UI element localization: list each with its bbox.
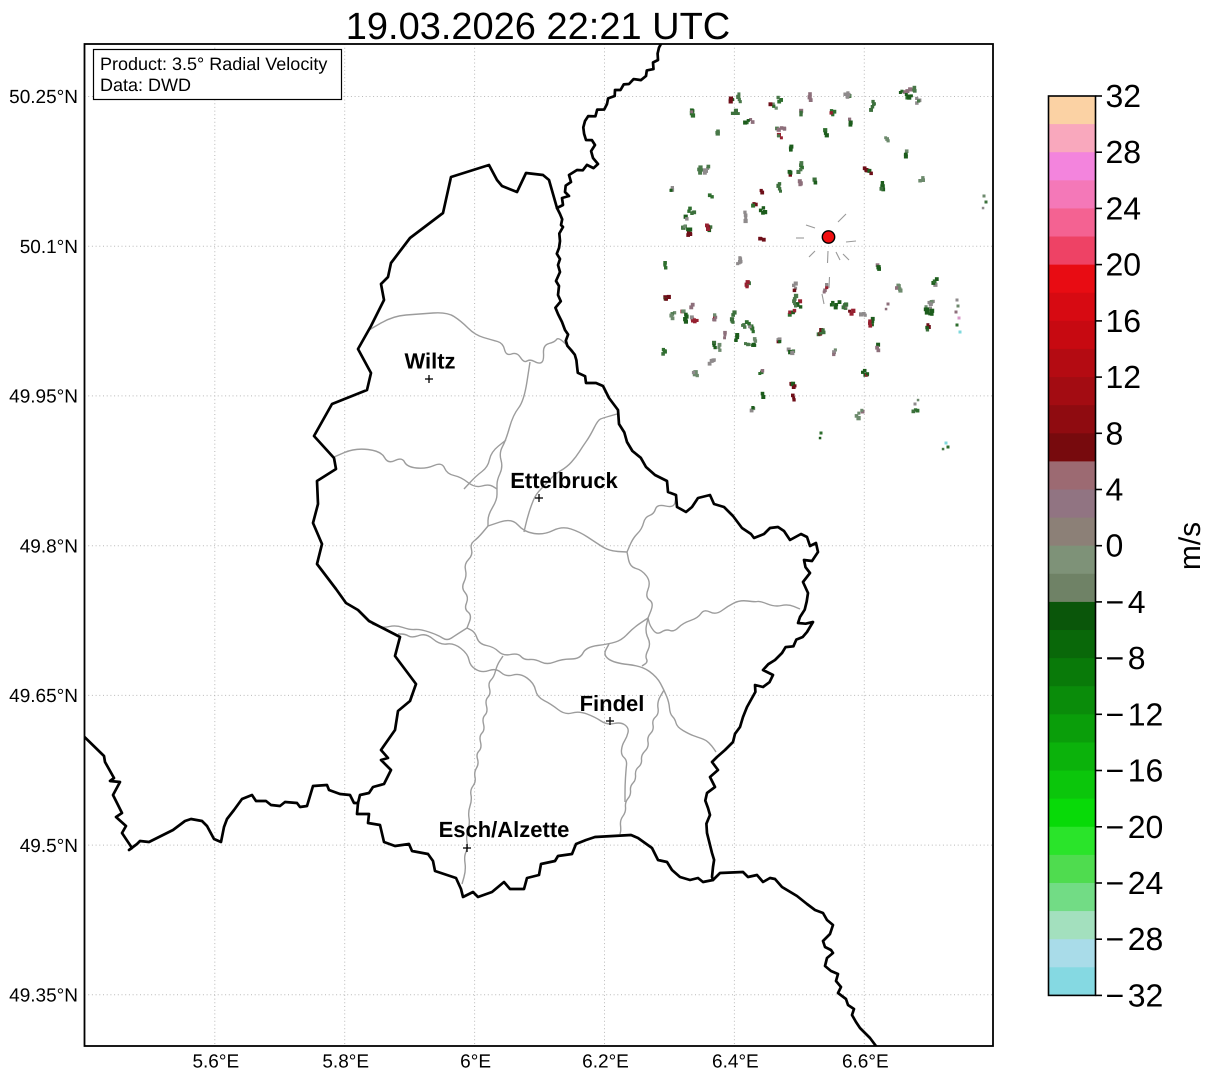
svg-text:6.2°E: 6.2°E [582,1052,629,1073]
svg-text:8: 8 [1106,415,1124,451]
svg-text:−16: −16 [1106,753,1164,789]
svg-text:6.4°E: 6.4°E [712,1052,759,1073]
svg-text:5.8°E: 5.8°E [322,1052,369,1073]
svg-text:−4: −4 [1106,584,1146,620]
svg-text:m/s: m/s [1174,522,1207,570]
svg-text:−8: −8 [1106,640,1146,676]
svg-text:49.8°N: 49.8°N [20,536,78,557]
svg-text:49.35°N: 49.35°N [9,986,78,1007]
svg-text:32: 32 [1106,78,1142,114]
svg-text:49.65°N: 49.65°N [9,686,78,707]
svg-text:−12: −12 [1106,696,1164,732]
svg-text:Esch/Alzette: Esch/Alzette [439,817,570,842]
svg-text:6°E: 6°E [460,1052,491,1073]
svg-text:Wiltz: Wiltz [404,349,455,374]
svg-text:49.95°N: 49.95°N [9,387,78,408]
svg-text:50.1°N: 50.1°N [20,237,78,258]
svg-text:−24: −24 [1106,865,1164,901]
svg-text:28: 28 [1106,134,1142,170]
svg-text:24: 24 [1106,190,1142,226]
svg-text:−28: −28 [1106,921,1164,957]
svg-text:12: 12 [1106,359,1142,395]
svg-text:−32: −32 [1106,977,1164,1013]
svg-text:Ettelbruck: Ettelbruck [510,468,618,493]
svg-text:Data: DWD: Data: DWD [100,75,191,95]
svg-text:20: 20 [1106,247,1142,283]
svg-text:19.03.2026 22:21 UTC: 19.03.2026 22:21 UTC [346,6,731,48]
svg-text:49.5°N: 49.5°N [20,836,78,857]
svg-text:6.6°E: 6.6°E [842,1052,889,1073]
svg-text:5.6°E: 5.6°E [192,1052,239,1073]
svg-text:−20: −20 [1106,809,1164,845]
svg-text:50.25°N: 50.25°N [9,87,78,108]
svg-text:4: 4 [1106,472,1124,508]
svg-text:Findel: Findel [580,691,645,716]
svg-text:16: 16 [1106,303,1142,339]
svg-text:0: 0 [1106,528,1124,564]
svg-text:Product: 3.5° Radial Velocity: Product: 3.5° Radial Velocity [100,54,327,74]
